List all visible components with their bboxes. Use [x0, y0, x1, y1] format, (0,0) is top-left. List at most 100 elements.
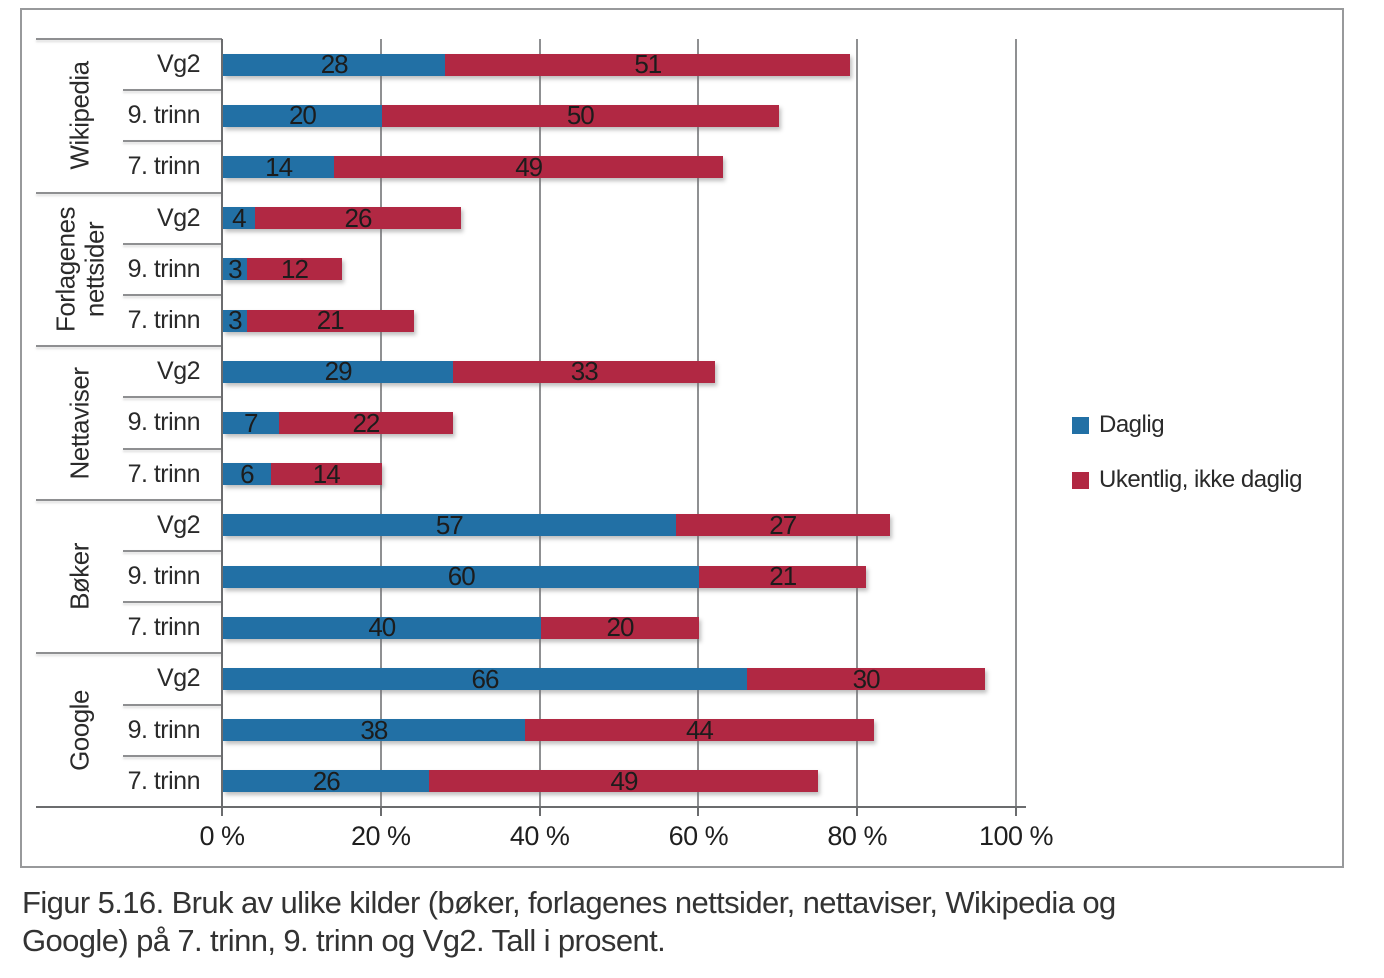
bar-segment-daglig: 28	[223, 49, 446, 79]
row-label: 7. trinn	[127, 306, 201, 335]
bar-row: 28 51	[223, 49, 851, 80]
bar-row: 4 26	[223, 202, 462, 233]
bar-segment-ukentlig: 22	[278, 407, 454, 438]
legend-label-daglig: Daglig	[1099, 411, 1165, 438]
row-separator-line	[123, 89, 222, 92]
bar-value-label: 4	[232, 202, 246, 233]
figure-box: Wikipedia Vg2 28 51 9. trinn 20 50 7. trinn 14 49…	[20, 8, 1344, 868]
bar-segment-ukentlig: 21	[246, 305, 414, 336]
x-axis-tick-label: 40 %	[509, 821, 570, 851]
row-label: 7. trinn	[127, 766, 201, 795]
gridline	[1015, 39, 1017, 807]
row-separator-line	[123, 447, 222, 450]
bar-value-label: 14	[312, 458, 341, 489]
row-separator-line	[123, 396, 222, 399]
x-axis-tick-label: 0 %	[199, 821, 245, 851]
row-label: Vg2	[157, 50, 200, 79]
legend-label-ukentlig: Ukentlig, ikke daglig	[1099, 466, 1302, 493]
bar-value-label: 29	[324, 356, 353, 387]
bar-segment-ukentlig: 51	[445, 49, 851, 80]
bar-segment-daglig: 4	[223, 202, 255, 233]
bar-value-label: 21	[769, 561, 797, 592]
row-label: 9. trinn	[127, 254, 201, 283]
bar-segment-daglig: 14	[223, 151, 335, 182]
bar-segment-ukentlig: 49	[334, 151, 724, 182]
bar-value-label: 12	[280, 253, 309, 284]
bar-segment-ukentlig: 12	[246, 253, 343, 284]
x-axis-tick	[856, 807, 859, 816]
gridline	[538, 39, 541, 807]
bar-row: 29 33	[223, 356, 716, 387]
bar-value-label: 20	[606, 612, 635, 643]
row-label: Vg2	[157, 357, 200, 386]
figure-caption: Figur 5.16. Bruk av ulike kilder (bøker,…	[22, 885, 1116, 958]
row-separator-line	[123, 550, 222, 552]
bar-segment-ukentlig: 27	[675, 509, 890, 540]
bar-value-label: 49	[515, 151, 543, 182]
bar-value-label: 21	[316, 305, 345, 336]
bar-value-label: 44	[685, 714, 714, 745]
legend-item-ukentlig: Ukentlig, ikke daglig	[1072, 466, 1302, 494]
row-label: Vg2	[157, 664, 200, 693]
bar-segment-ukentlig: 14	[270, 458, 382, 489]
x-axis-tick-label: 60 %	[668, 821, 729, 851]
legend-marker-ukentlig-icon	[1072, 471, 1089, 489]
row-label: Vg2	[157, 203, 200, 232]
bar-value-label: 20	[288, 100, 317, 131]
row-separator-line	[123, 754, 222, 757]
bar-segment-daglig: 6	[223, 458, 271, 489]
row-label: 9. trinn	[127, 408, 201, 437]
bar-value-label: 49	[610, 765, 639, 796]
group-separator-line	[36, 191, 222, 194]
bar-segment-ukentlig: 20	[540, 612, 700, 643]
bar-segment-ukentlig: 33	[453, 356, 716, 386]
bar-row: 66 30	[223, 663, 986, 694]
legend: Daglig Ukentlig, ikke daglig	[1072, 411, 1302, 494]
x-axis-tick	[538, 807, 541, 816]
bar-value-label: 30	[852, 663, 881, 694]
bar-row: 6 14	[223, 458, 382, 489]
bar-segment-ukentlig: 26	[254, 203, 462, 233]
bar-value-label: 22	[352, 407, 380, 438]
bar-segment-daglig: 40	[223, 612, 541, 643]
bar-value-label: 7	[244, 407, 258, 438]
bar-segment-daglig: 3	[223, 253, 247, 284]
row-label: 9. trinn	[127, 101, 201, 130]
row-label: 7. trinn	[127, 459, 201, 488]
bar-row: 20 50	[223, 100, 779, 131]
bar-value-label: 27	[769, 509, 797, 540]
bar-row: 57 27	[223, 509, 890, 540]
row-label: 7. trinn	[127, 152, 201, 181]
bar-row: 14 49	[223, 151, 724, 182]
bar-value-label: 26	[312, 765, 341, 796]
bar-value-label: 3	[228, 305, 242, 336]
bar-value-label: 57	[435, 509, 464, 540]
x-axis-tick	[697, 807, 700, 816]
bar-row: 3 12	[223, 253, 343, 284]
x-axis-tick	[221, 807, 223, 816]
legend-item-daglig: Daglig	[1072, 411, 1302, 439]
bar-row: 40 20	[223, 612, 700, 643]
group-separator-line	[36, 498, 222, 501]
row-separator-line	[123, 294, 222, 296]
bar-value-label: 51	[634, 49, 662, 80]
bar-value-label: 6	[240, 458, 254, 489]
x-axis-tick-label: 100 %	[978, 821, 1054, 851]
bar-segment-daglig: 57	[223, 509, 676, 540]
bar-segment-ukentlig: 30	[747, 663, 986, 694]
bar-segment-daglig: 26	[223, 765, 430, 796]
bar-row: 38 44	[223, 714, 875, 745]
legend-marker-daglig-icon	[1072, 416, 1089, 434]
bar-row: 60 21	[223, 561, 867, 592]
x-axis-tick-label: 80 %	[827, 821, 887, 851]
chart-area: Wikipedia Vg2 28 51 9. trinn 20 50 7. trinn 14 49…	[22, 10, 1342, 866]
group-separator-line	[36, 345, 222, 348]
bar-segment-daglig: 66	[223, 664, 748, 694]
bar-segment-daglig: 29	[223, 356, 454, 387]
group-separator-line	[36, 38, 222, 40]
group-separator-line	[36, 652, 222, 655]
bar-row: 7 22	[223, 407, 454, 438]
bar-value-label: 40	[368, 612, 396, 643]
bar-value-label: 14	[265, 151, 293, 182]
bar-value-label: 3	[228, 253, 242, 284]
